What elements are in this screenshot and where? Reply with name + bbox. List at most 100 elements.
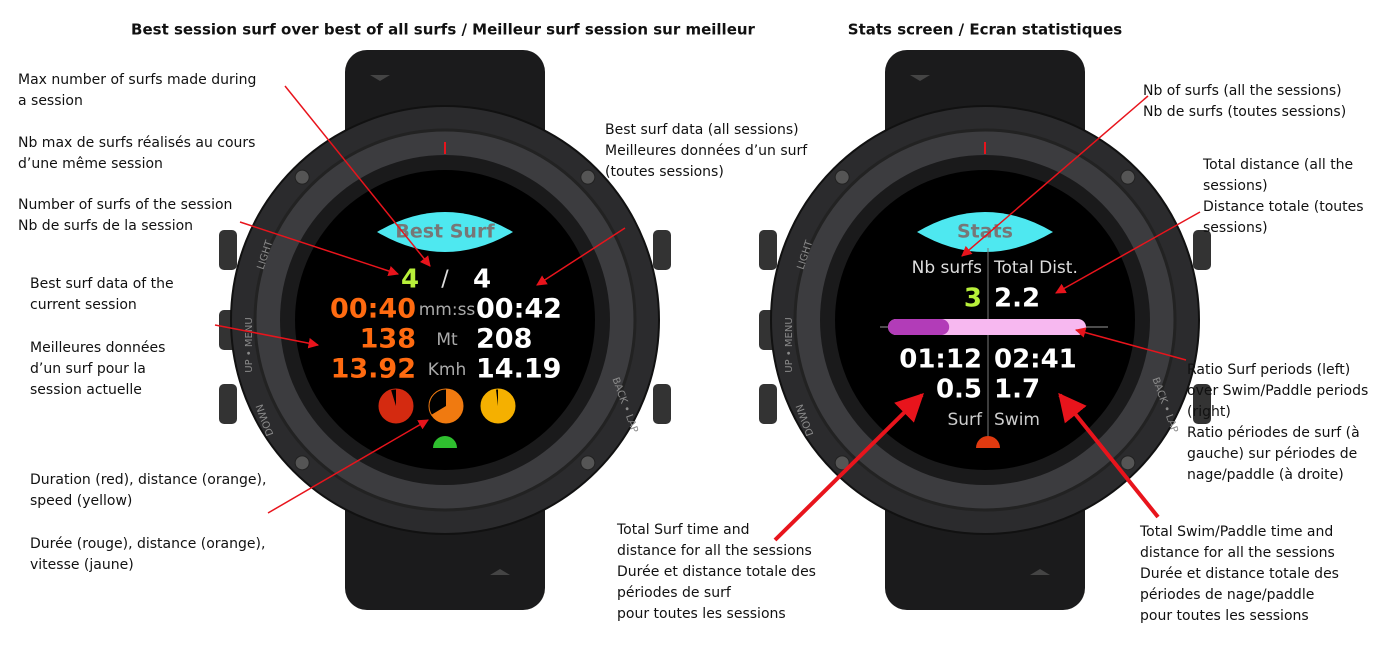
- screen-header: Stats: [957, 221, 1013, 243]
- annotation: Number of surfs of the session Nb de surf…: [18, 197, 232, 234]
- annotation-line: Best surf data (all sessions): [605, 122, 799, 138]
- strap-mark: [490, 569, 510, 575]
- annotation: Nb of surfs (all the sessions) Nb de surf…: [1143, 83, 1346, 120]
- annotation-line: périodes de nage/paddle: [1140, 587, 1314, 603]
- header-lens: [917, 212, 1053, 252]
- best-value: 14.19: [476, 354, 561, 385]
- annotation-line: (right): [1187, 404, 1231, 420]
- button: [219, 230, 237, 270]
- screw: [580, 169, 596, 185]
- annotation-line: Nb de surfs (toutes sessions): [1143, 104, 1346, 120]
- best-value: 00:42: [476, 294, 562, 325]
- annotation-line: Number of surfs of the session: [18, 197, 232, 213]
- annotation-line: Distance totale (toutes: [1203, 199, 1364, 215]
- session-value: 00:40: [330, 294, 416, 325]
- strap-mark: [1030, 569, 1050, 575]
- annotation-line: d’une même session: [18, 156, 163, 172]
- screw: [834, 169, 850, 185]
- annotations: Max number of surfs made during a session…: [18, 72, 1368, 624]
- arrow: [239, 221, 399, 277]
- ratio-bar-fill: [888, 319, 950, 335]
- annotation-line: périodes de surf: [617, 585, 732, 601]
- screw: [1120, 169, 1136, 185]
- annotation-line: Meilleures données d’un surf: [605, 143, 808, 159]
- label: Surf: [947, 410, 983, 430]
- annotation: Total distance (all the sessions) Distance…: [1202, 157, 1364, 236]
- annotation-line: (toutes sessions): [605, 164, 724, 180]
- annotation: Meilleures données d’un surf pour la sessi…: [30, 340, 165, 398]
- button: [653, 230, 671, 270]
- annotation: Best surf data of the current session: [30, 276, 174, 313]
- button: [219, 384, 237, 424]
- annotation-line: speed (yellow): [30, 493, 132, 509]
- time: 01:12: [899, 345, 982, 375]
- arrow: [773, 393, 924, 542]
- annotation-line: Durée et distance totale des: [617, 564, 816, 580]
- count: 4: [401, 265, 419, 295]
- indicator: [433, 436, 457, 448]
- annotation-line: Total Surf time and: [616, 522, 749, 538]
- annotation-line: Nb max de surfs réalisés au cours: [18, 135, 255, 151]
- time: 02:41: [994, 345, 1077, 375]
- unit: Mt: [436, 330, 458, 350]
- button: [1193, 230, 1211, 270]
- annotation-line: distance for all the sessions: [617, 543, 812, 559]
- strap-mark: [370, 75, 390, 81]
- label: Swim: [994, 410, 1040, 430]
- annotation-line: Best surf data of the: [30, 276, 174, 292]
- screw: [294, 455, 310, 471]
- unit: Kmh: [428, 360, 466, 380]
- screen-header: Best Surf: [395, 221, 495, 243]
- annotation: Ratio Surf periods (left) over Swim/Paddl…: [1187, 362, 1368, 483]
- button: [759, 230, 777, 270]
- annotation-line: Ratio Surf periods (left): [1187, 362, 1350, 378]
- count: 3: [964, 284, 982, 314]
- annotation: Duration (red), distance (orange), speed …: [30, 472, 266, 509]
- indicator: [976, 436, 1000, 448]
- annotation-line: Meilleures données: [30, 340, 165, 356]
- arrow: [214, 324, 320, 349]
- annotation: Best surf data (all sessions) Meilleures …: [605, 122, 808, 180]
- separator: /: [441, 267, 449, 292]
- annotation-line: pour toutes les sessions: [617, 606, 786, 622]
- arrow: [284, 85, 431, 267]
- annotation-line: gauche) sur périodes de: [1187, 446, 1357, 462]
- annotation-line: sessions): [1203, 178, 1268, 194]
- annotation-line: session actuelle: [30, 382, 142, 398]
- arrow: [536, 227, 626, 286]
- annotation-line: Total distance (all the: [1202, 157, 1353, 173]
- screw: [580, 455, 596, 471]
- best-value: 208: [476, 324, 532, 355]
- annotation-line: pour toutes les sessions: [1140, 608, 1309, 624]
- annotation: Durée (rouge), distance (orange), vitesse…: [30, 536, 265, 573]
- screen: [295, 170, 595, 470]
- arrow: [1058, 392, 1160, 519]
- annotation-line: Duration (red), distance (orange),: [30, 472, 266, 488]
- annotation-line: current session: [30, 297, 137, 313]
- annotation-line: d’un surf pour la: [30, 361, 146, 377]
- arrow: [267, 419, 429, 514]
- distance: 1.7: [994, 375, 1040, 405]
- arrow: [1055, 211, 1201, 294]
- annotation-line: over Swim/Paddle periods: [1187, 383, 1368, 399]
- annotation-line: Nb of surfs (all the sessions): [1143, 83, 1342, 99]
- screw: [834, 455, 850, 471]
- button: [1193, 384, 1211, 424]
- unit: mm:ss: [419, 300, 476, 320]
- column-label: Nb surfs: [912, 258, 983, 278]
- annotation-line: Durée (rouge), distance (orange),: [30, 536, 265, 552]
- distance: 0.5: [936, 375, 982, 405]
- arrow: [961, 95, 1149, 257]
- ratio-pie: [378, 389, 413, 423]
- annotation: Nb max de surfs réalisés au cours d’une m…: [18, 135, 255, 172]
- title: Stats screen / Ecran statistiques: [848, 21, 1123, 39]
- session-value: 13.92: [331, 354, 416, 385]
- button: [759, 384, 777, 424]
- arrow: [1074, 327, 1187, 361]
- screw: [294, 169, 310, 185]
- annotation-line: distance for all the sessions: [1140, 545, 1335, 561]
- title: Best session surf over best of all surfs…: [131, 21, 756, 39]
- count: 4: [473, 265, 491, 295]
